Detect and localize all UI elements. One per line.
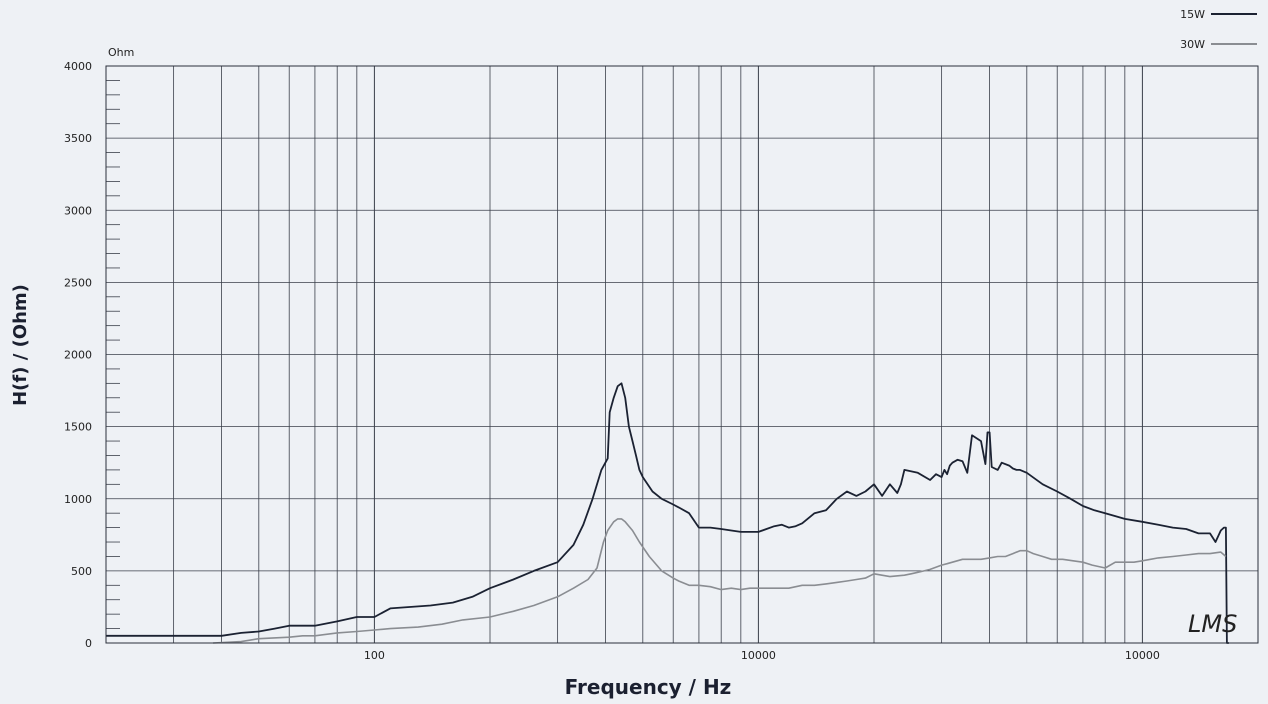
axes: 0 500 1000 1500 2000 2500 3000 3500 4000 100 10000… [64,60,1259,662]
y-tick-label: 4000 [64,60,92,73]
legend-label: 15W [1180,8,1205,21]
y-tick-label: 2000 [64,349,92,362]
y-tick-label: 1500 [64,421,92,434]
y-tick-label: 3000 [64,204,92,217]
y-tick-label: 0 [85,637,92,650]
series-lines [106,382,1229,644]
y-axis-unit: Ohm [108,46,134,59]
grid [106,65,1258,644]
y-tick-label: 2500 [64,276,92,289]
legend: 15W 30W [1180,8,1257,51]
x-axis-title: Frequency / Hz [565,675,732,699]
x-tick-label: 10000 [741,649,776,662]
x-tick-label: 100 [364,649,385,662]
x-tick-label: 10000 [1125,649,1160,662]
y-tick-label: 3500 [64,132,92,145]
y-tick-label: 1000 [64,493,92,506]
watermark-logo: LMS [1188,610,1237,638]
plot-frame [105,65,1259,644]
y-axis-title: H(f) / (Ohm) [10,284,31,406]
legend-label: 30W [1180,38,1205,51]
series-line-15W [106,382,1229,644]
series-line-30W [212,518,1227,644]
y-tick-label: 500 [71,565,92,578]
